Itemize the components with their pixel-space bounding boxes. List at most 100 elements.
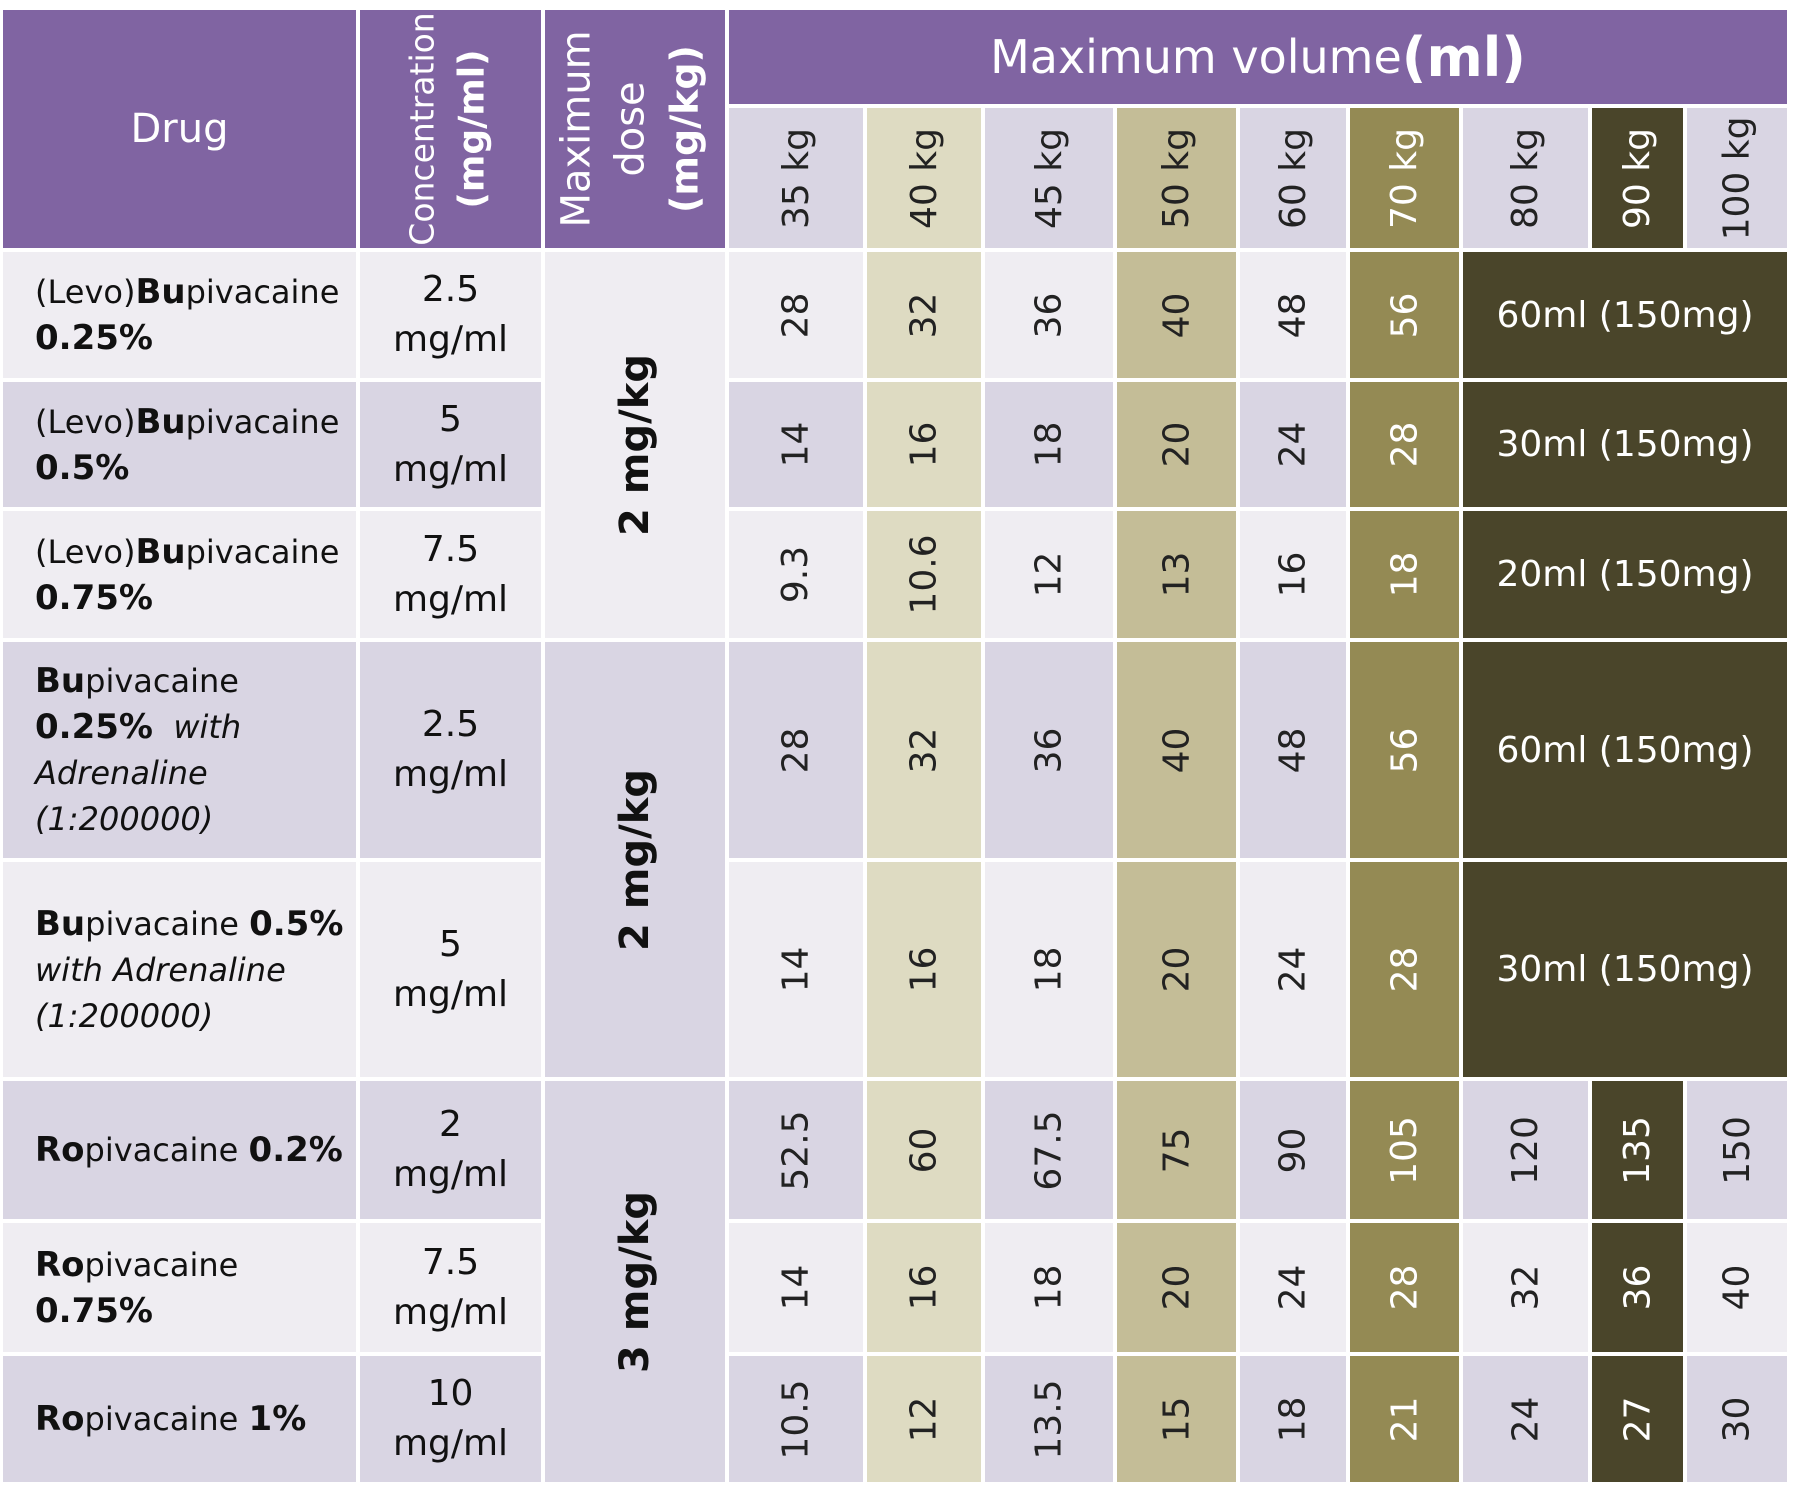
- drug-name: Ropivacaine 0.75%: [35, 1242, 238, 1334]
- max-dose-header-line2: dose: [608, 81, 654, 177]
- drug-cell: Ropivacaine 0.2%: [3, 1081, 356, 1219]
- volume-cell: 36: [985, 642, 1113, 858]
- volume-value: 56: [1384, 292, 1425, 338]
- weight-header: 50 kg: [1117, 108, 1236, 248]
- drug-name-part: Ro: [35, 1130, 85, 1170]
- concentration-amount: 2.5: [421, 704, 480, 745]
- volume-value: 14: [775, 421, 817, 468]
- volume-cell: 28: [1350, 862, 1459, 1077]
- maximum-cap-value: 60ml (150mg): [1496, 294, 1754, 336]
- maximum-cap-value: 30ml (150mg): [1496, 949, 1754, 990]
- volume-cell: 14: [729, 1223, 863, 1352]
- drug-name: (Levo)Bupivacaine 0.5%: [35, 399, 339, 491]
- volume-value: 24: [1272, 946, 1314, 993]
- weight-header-label: 35 kg: [775, 127, 817, 229]
- volume-cell: 48: [1240, 252, 1346, 378]
- volume-value: 28: [1384, 946, 1425, 993]
- drug-name-part: 0.75%: [35, 1290, 153, 1331]
- volume-cell: 13.5: [985, 1356, 1113, 1482]
- drug-name-part: pivacaine: [85, 662, 239, 700]
- volume-cell: 18: [1240, 1356, 1346, 1482]
- max-dose-header-text: Maximum dose (mg/kg): [554, 30, 716, 227]
- volume-value: 48: [1272, 727, 1314, 773]
- maximum-cap-cell: 60ml (150mg): [1463, 642, 1787, 858]
- volume-value: 15: [1156, 1396, 1197, 1442]
- volume-value: 21: [1384, 1396, 1425, 1442]
- volume-value: 28: [1384, 1264, 1425, 1311]
- drug-cell: Ropivacaine 1%: [3, 1356, 356, 1482]
- weight-header-label: 100 kg: [1716, 116, 1758, 240]
- drug-name: (Levo)Bupivacaine 0.25%: [35, 269, 339, 361]
- concentration-value: 2.5 mg/ml: [393, 265, 508, 365]
- drug-name-part: pivacaine: [185, 532, 340, 571]
- drug-name-part: Bu: [135, 531, 186, 572]
- volume-value: 27: [1617, 1396, 1658, 1442]
- concentration-unit: mg/ml: [392, 1154, 509, 1195]
- drug-name-part: Adrenaline: [35, 754, 208, 792]
- drug-name-part: pivacaine: [84, 1400, 249, 1438]
- maximum-cap-cell: 60ml (150mg): [1463, 252, 1787, 378]
- max-dose-header-unit: (mg/kg): [663, 45, 707, 213]
- volume-value: 9.3: [775, 545, 817, 604]
- volume-value: 18: [1028, 946, 1070, 993]
- max-dose-value: 2 mg/kg: [612, 354, 659, 536]
- drug-name-part: 0.5%: [249, 903, 344, 944]
- concentration-header-text: Concentration (mg/ml): [401, 12, 501, 245]
- concentration-value: 2 mg/ml: [393, 1100, 508, 1200]
- maximum-cap-value: 20ml (150mg): [1496, 554, 1754, 595]
- volume-value: 90: [1272, 1127, 1314, 1173]
- volume-cell: 75: [1117, 1081, 1236, 1219]
- drug-cell: (Levo)Bupivacaine 0.25%: [3, 252, 356, 378]
- volume-cell: 18: [985, 862, 1113, 1077]
- weight-header: 35 kg: [729, 108, 863, 248]
- drug-name-part: 0.2%: [248, 1130, 343, 1170]
- drug-name-part: (Levo): [35, 402, 136, 441]
- maximum-cap-value: 60ml (150mg): [1496, 729, 1754, 771]
- volume-value: 56: [1384, 727, 1425, 773]
- volume-cell: 40: [1687, 1223, 1787, 1352]
- volume-cell: 36: [1592, 1223, 1683, 1352]
- concentration-amount: 5: [439, 923, 462, 965]
- volume-value: 67.5: [1028, 1109, 1070, 1191]
- concentration-value: 7.5 mg/ml: [393, 525, 508, 625]
- drug-name: (Levo)Bupivacaine 0.75%: [35, 529, 339, 621]
- volume-cell: 16: [867, 382, 981, 507]
- max-dose-cell: 3 mg/kg: [545, 1081, 725, 1482]
- weight-header-label: 50 kg: [1155, 127, 1197, 229]
- volume-value: 12: [1028, 551, 1070, 598]
- concentration-unit: mg/ml: [392, 754, 509, 795]
- drug-name: Ropivacaine 1%: [35, 1396, 306, 1442]
- concentration-amount: 2.5: [421, 269, 480, 310]
- volume-value: 12: [903, 1396, 945, 1442]
- volume-cell: 40: [1117, 642, 1236, 858]
- volume-value: 36: [1028, 727, 1070, 773]
- concentration-header: Concentration (mg/ml): [360, 10, 541, 248]
- volume-value: 135: [1617, 1115, 1658, 1185]
- volume-value: 20: [1156, 1264, 1197, 1311]
- drug-name-part: Bu: [35, 661, 86, 701]
- concentration-unit: mg/ml: [392, 1291, 509, 1333]
- volume-value: 20: [1156, 946, 1197, 993]
- volume-cell: 13: [1117, 511, 1236, 638]
- volume-value: 10.5: [775, 1378, 817, 1460]
- volume-cell: 52.5: [729, 1081, 863, 1219]
- volume-value: 13.5: [1028, 1378, 1070, 1460]
- concentration-header-unit: (mg/ml): [451, 49, 493, 209]
- concentration-value: 10 mg/ml: [393, 1369, 508, 1469]
- volume-cell: 12: [867, 1356, 981, 1482]
- weight-header: 45 kg: [985, 108, 1113, 248]
- volume-value: 60: [903, 1127, 945, 1173]
- concentration-cell: 5 mg/ml: [360, 862, 541, 1077]
- volume-cell: 135: [1592, 1081, 1683, 1219]
- volume-value: 18: [1028, 1264, 1070, 1311]
- drug-cell: Bupivacaine 0.25% with Adrenaline (1:200000…: [3, 642, 356, 858]
- drug-name-part: with Adrenaline: [35, 950, 286, 989]
- concentration-unit: mg/ml: [392, 319, 509, 360]
- volume-cell: 32: [1463, 1223, 1588, 1352]
- weight-header: 100 kg: [1687, 108, 1787, 248]
- volume-value: 10.6: [903, 534, 945, 615]
- drug-name: Bupivacaine 0.25% with Adrenaline (1:200000…: [35, 658, 241, 842]
- drug-name-part: Ro: [35, 1244, 85, 1285]
- volume-cell: 56: [1350, 252, 1459, 378]
